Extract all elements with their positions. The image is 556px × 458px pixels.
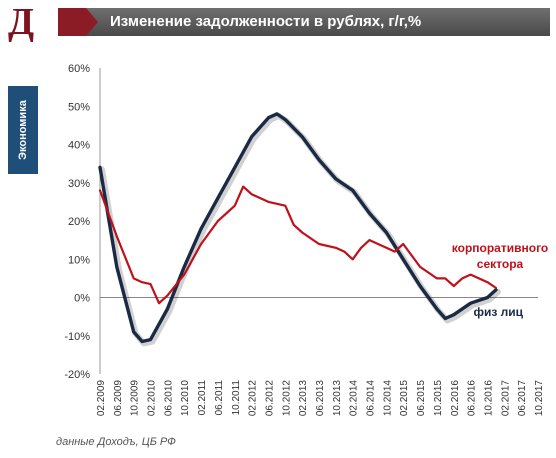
y-tick-label: -20% — [64, 369, 90, 381]
x-tick-label: 10.2010 — [180, 380, 191, 417]
chart-title: Изменение задолженности в рублях, г/г,% — [110, 13, 422, 30]
y-tick-label: 40% — [68, 140, 90, 152]
x-tick-label: 06.2016 — [467, 380, 478, 417]
y-tick-label: 20% — [68, 216, 90, 228]
x-tick-label: 10.2009 — [130, 380, 141, 417]
x-tick-label: 10.2017 — [534, 380, 545, 417]
series-label-corporate: корпоративного сектора — [452, 241, 548, 271]
title-accent-arrow — [58, 8, 98, 36]
x-tick-label: 02.2010 — [147, 380, 158, 417]
x-tick-label: 10.2013 — [332, 380, 343, 417]
source-note: данные Доходъ, ЦБ РФ — [56, 436, 176, 448]
x-tick-label: 06.2010 — [163, 380, 174, 417]
x-tick-label: 02.2009 — [96, 380, 107, 417]
y-tick-label: 50% — [68, 101, 90, 113]
x-tick-label: 02.2013 — [298, 380, 309, 417]
x-tick-label: 10.2015 — [433, 380, 444, 417]
x-tick-label: 06.2014 — [366, 380, 377, 417]
x-tick-label: 02.2014 — [349, 380, 360, 417]
logo-letter: Д — [8, 1, 35, 43]
x-tick-label: 10.2011 — [231, 380, 242, 416]
x-tick-label: 02.2012 — [248, 380, 259, 417]
x-tick-label: 06.2015 — [416, 380, 427, 417]
side-tab-economy[interactable]: Экономика — [8, 86, 38, 174]
x-tick-label: 06.2012 — [264, 380, 275, 417]
series-line-1 — [98, 185, 497, 305]
x-tick-label: 10.2016 — [483, 380, 494, 417]
x-tick-label: 06.2013 — [315, 380, 326, 417]
x-tick-label: 06.2017 — [517, 380, 528, 417]
y-tick-label: -10% — [64, 331, 90, 343]
x-tick-label: 02.2015 — [399, 380, 410, 417]
x-tick-label: 10.2012 — [281, 380, 292, 417]
x-tick-label: 02.2011 — [197, 380, 208, 416]
y-tick-label: 60% — [68, 63, 90, 75]
y-tick-label: 0% — [74, 293, 90, 305]
y-tick-label: 10% — [68, 254, 90, 266]
title-bar — [58, 8, 550, 36]
x-tick-label: 02.2017 — [500, 380, 511, 417]
series-line-0 — [98, 112, 498, 344]
x-tick-label: 10.2014 — [382, 380, 393, 417]
x-tick-label: 02.2016 — [450, 380, 461, 417]
series-label-individuals: физ лиц — [473, 305, 523, 319]
y-tick-label: 30% — [68, 178, 90, 190]
x-tick-label: 06.2009 — [113, 380, 124, 417]
x-tick-label: 06.2011 — [214, 380, 225, 416]
